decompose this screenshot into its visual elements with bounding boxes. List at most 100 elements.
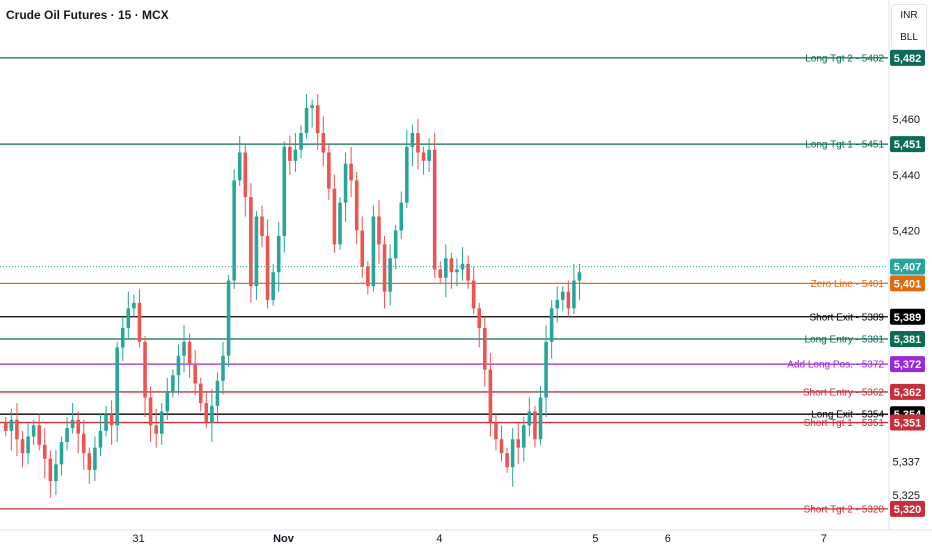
candle-body	[182, 341, 186, 356]
level-price-tag	[890, 136, 925, 153]
level-price-tag	[890, 414, 925, 431]
level-price-tag	[890, 49, 925, 66]
currency-label[interactable]: INR	[900, 10, 918, 21]
candle-body	[527, 411, 532, 426]
candle-body	[59, 442, 64, 465]
candle-body	[354, 180, 359, 231]
candle-body	[282, 146, 287, 237]
candle-body	[399, 202, 404, 231]
level-label: Short Tgt 1 - 5351	[804, 418, 885, 429]
candle-body	[427, 149, 431, 161]
candle-body	[577, 272, 582, 281]
x-tick-label: Nov	[273, 533, 295, 545]
candle-body	[405, 146, 409, 203]
candle-body	[388, 258, 392, 292]
candle-body	[505, 453, 509, 468]
candle-body	[455, 269, 459, 273]
candle-body	[366, 266, 370, 287]
candle-body	[315, 105, 320, 134]
candle-body	[271, 272, 275, 301]
y-tick-label: 5,440	[892, 170, 920, 182]
candle-body	[371, 216, 376, 287]
candle-body	[516, 439, 521, 448]
candle-body	[249, 197, 253, 287]
candle-body	[87, 453, 92, 470]
level-label: Long Tgt 2 - 5482	[805, 53, 884, 64]
level-price-tag	[890, 308, 925, 325]
last-price-tag	[890, 258, 925, 275]
candle-body	[221, 355, 225, 381]
candle-body	[572, 280, 576, 309]
candle-body	[76, 419, 80, 434]
candle-body	[198, 383, 203, 404]
candle-body	[37, 425, 41, 445]
level-label: Long Tgt 1 - 5451	[805, 140, 884, 151]
level-label: Add Long Pos. - 5372	[787, 360, 884, 371]
candle-body	[522, 425, 526, 448]
candle-body	[232, 180, 236, 281]
candle-body	[132, 302, 136, 309]
candle-body	[555, 300, 559, 309]
level-price-tag-text: 5,362	[894, 387, 922, 399]
candle-body	[4, 422, 8, 431]
candle-body	[171, 375, 175, 392]
x-tick-label: 4	[436, 533, 442, 545]
candle-body	[566, 291, 571, 309]
candle-body	[488, 369, 493, 423]
candle-body	[104, 414, 108, 431]
candle-body	[494, 422, 498, 440]
level-price-tag-text: 5,482	[894, 53, 922, 65]
candle-body	[187, 341, 192, 365]
candle-body	[120, 327, 125, 348]
candle-body	[193, 364, 197, 384]
candle-body	[393, 230, 398, 259]
level-price-tag-text: 5,372	[894, 359, 922, 371]
level-price-tag	[890, 383, 925, 400]
candle-body	[9, 419, 14, 431]
candle-body	[438, 269, 443, 278]
candle-body	[533, 411, 537, 440]
candle-body	[327, 152, 331, 189]
chart-title: Crude Oil Futures · 15 · MCX	[6, 8, 169, 22]
last-price-tag-text: 5,407	[894, 262, 922, 274]
x-tick-label: 31	[133, 533, 145, 545]
candle-body	[148, 397, 153, 426]
candle-body	[126, 308, 131, 328]
candle-body	[243, 152, 248, 198]
candle-body	[360, 230, 365, 267]
unit-label[interactable]: BLL	[900, 32, 918, 43]
candle-body	[561, 291, 565, 301]
level-price-tag-text: 5,320	[894, 504, 922, 516]
candle-body	[416, 133, 420, 153]
candle-body	[276, 236, 281, 273]
candle-body	[159, 411, 164, 434]
candle-body	[332, 188, 337, 245]
candle-body	[449, 258, 454, 273]
level-label: Short Entry - 5362	[803, 387, 885, 398]
level-price-tag	[890, 275, 925, 292]
candle-body	[20, 439, 25, 454]
x-tick-label: 7	[821, 533, 827, 545]
level-price-tag-text: 5,451	[894, 139, 922, 151]
candle-body	[349, 163, 353, 181]
x-tick-label: 5	[592, 533, 598, 545]
level-price-tag	[890, 356, 925, 373]
candle-body	[54, 464, 58, 482]
candle-body	[510, 439, 515, 468]
level-label: Short Exit - 5389	[810, 312, 885, 323]
y-tick-label: 5,460	[892, 114, 920, 126]
y-tick-label: 5,420	[892, 225, 920, 237]
candle-body	[538, 397, 543, 440]
candle-body	[215, 380, 220, 406]
level-price-tag-text: 5,381	[894, 334, 922, 346]
candle-body	[499, 439, 504, 454]
candle-body	[15, 419, 19, 440]
candle-body	[42, 444, 47, 459]
axis-controls[interactable]: INR BLL	[891, 4, 927, 50]
candle-body	[70, 419, 75, 429]
candle-body	[304, 107, 309, 134]
candle-body	[48, 458, 53, 482]
candle-body	[299, 133, 303, 150]
candle-body	[204, 403, 209, 423]
